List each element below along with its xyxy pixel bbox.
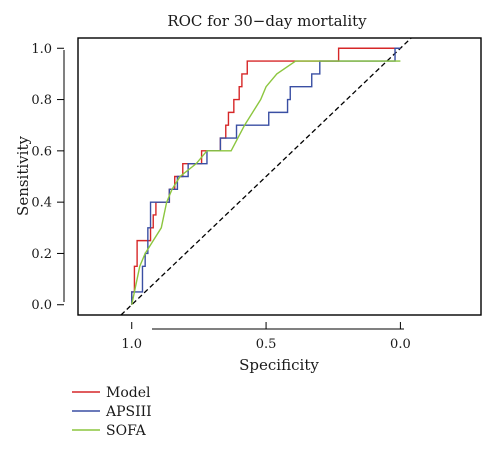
legend: Model APSIII SOFA (72, 385, 152, 439)
chart-title: ROC for 30−day mortality (167, 12, 367, 30)
series-layer (131, 47, 401, 305)
y-tick-label: 0.4 (31, 196, 52, 211)
series-line-sofa (131, 60, 401, 305)
x-tick-label: 0.0 (390, 337, 411, 352)
y-tick-label: 0.0 (31, 298, 52, 313)
y-tick-label: 0.8 (31, 93, 52, 108)
y-tick-label: 1.0 (31, 42, 52, 57)
y-tick-label: 0.2 (31, 247, 52, 262)
plot-frame (77, 37, 482, 316)
plot-area (120, 37, 412, 316)
legend-label-model: Model (106, 385, 151, 401)
y-axis-label: Sensitivity (14, 136, 32, 216)
y-axis-ticks: 0.0 0.2 0.4 0.6 0.8 1.0 (31, 42, 64, 313)
y-tick-label: 0.6 (31, 144, 52, 159)
legend-label-apsiii: APSIII (105, 404, 152, 420)
x-axis-label: Specificity (239, 356, 319, 374)
reference-diagonal-line (120, 37, 412, 316)
x-tick-label: 0.5 (256, 337, 277, 352)
legend-label-sofa: SOFA (106, 423, 147, 439)
x-tick-label: 1.0 (121, 337, 142, 352)
x-axis-ticks: 1.0 0.5 0.0 (121, 322, 411, 352)
